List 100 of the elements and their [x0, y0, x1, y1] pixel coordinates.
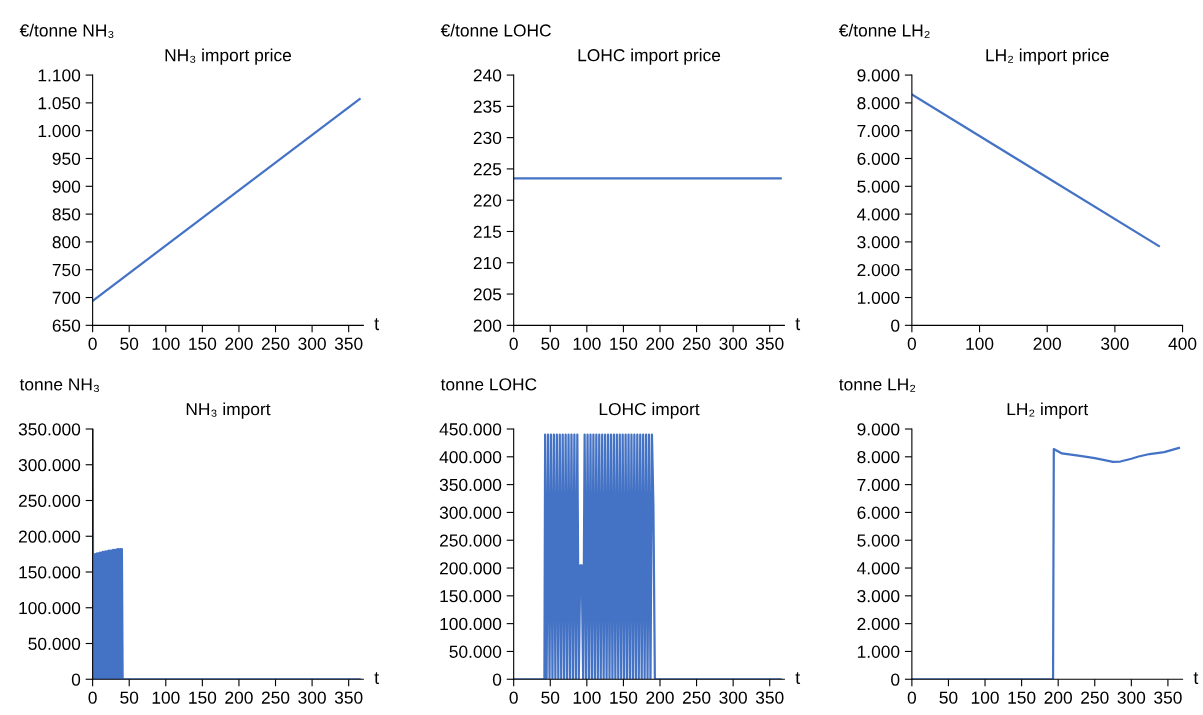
x-tick-label: 150: [610, 691, 638, 704]
y-axis-title: €/tonne NH₃: [19, 23, 114, 39]
x-tick-label: 300: [1101, 337, 1129, 350]
y-tick-label: 235: [473, 100, 502, 113]
x-tick-label: 0: [509, 337, 518, 350]
y-tick-label: 9.000: [857, 423, 900, 436]
y-tick-label: 700: [52, 291, 81, 304]
y-tick-label: 215: [473, 225, 502, 238]
x-tick-label: 100: [966, 337, 994, 350]
x-tick-label: 50: [939, 691, 958, 704]
x-tick-label: 100: [573, 337, 601, 350]
y-tick-label: 150.000: [440, 590, 502, 603]
y-tick-label: 240: [473, 69, 502, 82]
y-tick-label: 200: [473, 319, 502, 332]
y-tick-label: 3.000: [857, 590, 900, 603]
x-tick-label: 200: [225, 691, 253, 704]
chart-title: NH₃ import: [186, 402, 271, 419]
x-tick-label: 100: [152, 337, 180, 350]
x-tick-label: 150: [610, 337, 638, 350]
y-tick-label: 300.000: [439, 506, 502, 519]
y-tick-label: 8.000: [857, 450, 900, 464]
y-axis-title: €/tonne LH₂: [838, 23, 930, 38]
x-tick-label: 0: [509, 691, 518, 704]
x-tick-label: 300: [298, 691, 326, 704]
x-tick-label: 100: [573, 691, 601, 704]
line-series: [911, 446, 1180, 680]
x-tick-label: 150: [189, 337, 217, 350]
y-tick-label: 450.000: [439, 423, 502, 436]
x-tick-label: 350: [755, 691, 784, 704]
y-tick-label: 5.000: [857, 180, 900, 193]
x-tick-label: 150: [189, 691, 217, 704]
x-tick-label: 50: [541, 337, 560, 350]
x-axis-title: t: [795, 318, 801, 331]
y-tick-label: 150.000: [19, 566, 81, 579]
y-tick-label: 6.000: [857, 152, 900, 165]
y-tick-label: 250.000: [18, 494, 81, 507]
y-tick-label: 1.050: [38, 97, 81, 110]
x-axis-title: t: [1193, 672, 1199, 685]
chart-title: NH₃ import price: [165, 48, 292, 65]
y-tick-label: 4.000: [857, 562, 900, 575]
y-tick-label: 50.000: [449, 645, 502, 658]
y-tick-label: 0: [492, 673, 502, 686]
x-tick-label: 200: [1044, 691, 1072, 704]
y-tick-label: 0: [891, 319, 900, 332]
y-tick-label: 1.000: [38, 124, 81, 138]
y-tick-label: 220: [473, 194, 502, 207]
y-tick-label: 650: [52, 319, 81, 332]
y-tick-label: 100.000: [19, 601, 81, 615]
x-tick-label: 300: [1117, 691, 1146, 704]
x-tick-label: 350: [1154, 691, 1182, 704]
y-tick-label: 7.000: [857, 478, 900, 492]
x-tick-label: 250: [1081, 691, 1109, 704]
y-tick-label: 750: [52, 263, 81, 277]
x-tick-label: 300: [298, 337, 326, 350]
x-tick-label: 350: [334, 691, 363, 704]
y-tick-label: 9.000: [857, 69, 900, 82]
x-tick-label: 250: [261, 691, 290, 704]
x-tick-label: 50: [120, 691, 139, 704]
y-tick-label: 230: [473, 131, 502, 145]
y-tick-label: 210: [473, 256, 502, 270]
x-tick-label: 100: [971, 691, 999, 704]
y-tick-label: 800: [52, 236, 81, 249]
y-tick-label: 2.000: [857, 263, 900, 277]
y-tick-label: 350.000: [18, 423, 81, 436]
x-axis-title: t: [795, 672, 801, 685]
y-tick-label: 1.000: [857, 645, 900, 658]
y-tick-label: 950: [52, 152, 81, 165]
y-tick-label: 850: [52, 208, 81, 221]
y-tick-label: 0: [71, 673, 81, 686]
x-tick-label: 200: [646, 337, 674, 350]
x-tick-label: 150: [1008, 691, 1036, 704]
y-tick-label: 6.000: [857, 506, 900, 519]
chart-title: LH₂ import: [1007, 402, 1089, 419]
y-tick-label: 8.000: [857, 97, 900, 110]
x-tick-label: 200: [1033, 337, 1062, 350]
y-axis-title: €/tonne LOHC: [440, 23, 551, 37]
x-tick-label: 200: [646, 691, 674, 704]
x-axis-title: t: [374, 318, 380, 331]
x-axis-title: t: [374, 672, 380, 685]
y-tick-label: 100.000: [440, 617, 502, 631]
x-tick-label: 0: [88, 337, 97, 350]
y-tick-label: 5.000: [857, 534, 900, 547]
y-tick-label: 900: [52, 180, 81, 193]
y-axis-title: tonne LOHC: [440, 378, 537, 391]
y-tick-label: 2.000: [857, 617, 900, 631]
y-tick-label: 300.000: [18, 458, 81, 472]
chart-title: LH₂ import price: [986, 48, 1109, 65]
x-tick-label: 400: [1168, 337, 1197, 350]
x-tick-label: 0: [907, 691, 917, 704]
y-tick-label: 1.100: [38, 69, 81, 82]
y-tick-label: 0: [891, 673, 900, 686]
x-tick-label: 50: [541, 691, 560, 704]
x-tick-label: 100: [152, 691, 180, 704]
chart-title: LOHC import: [599, 402, 700, 419]
y-axis-title: tonne NH₃: [19, 378, 99, 392]
x-tick-label: 0: [907, 337, 917, 350]
y-tick-label: 3.000: [857, 236, 900, 249]
x-tick-label: 300: [719, 337, 747, 350]
x-tick-label: 350: [334, 337, 363, 350]
x-tick-label: 250: [261, 337, 290, 350]
